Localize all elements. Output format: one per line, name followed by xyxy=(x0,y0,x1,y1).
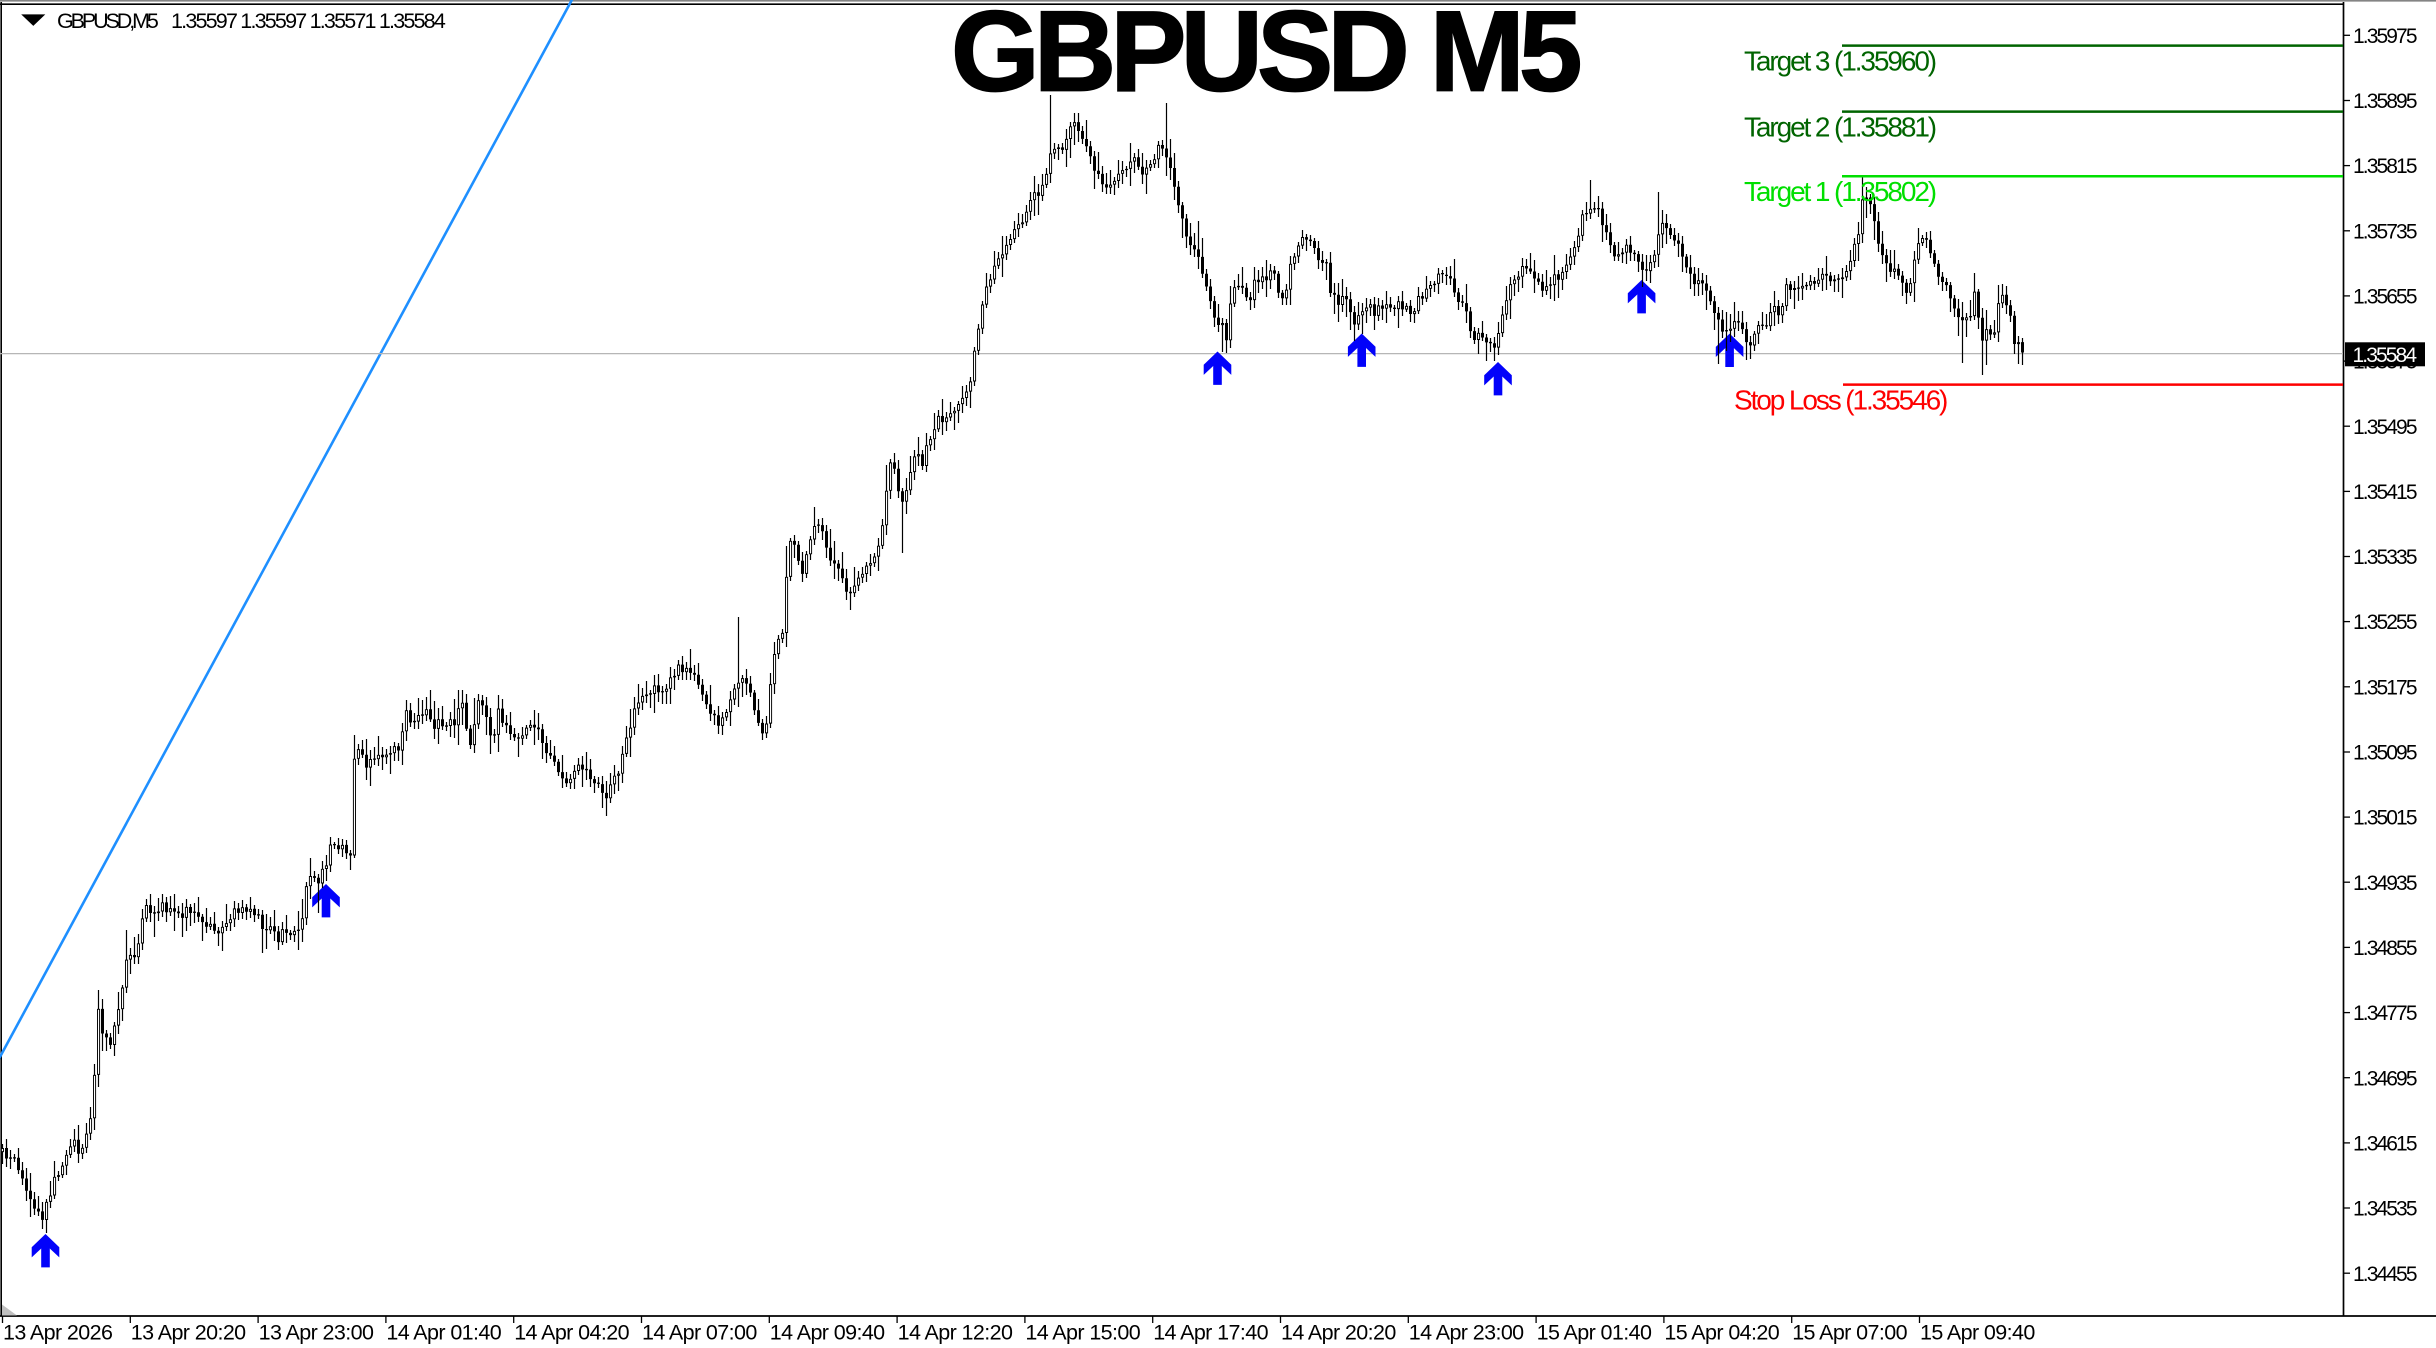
svg-text:1.35335: 1.35335 xyxy=(2353,546,2417,569)
svg-text:13 Apr 20:20: 13 Apr 20:20 xyxy=(131,1321,246,1345)
svg-text:14 Apr 17:40: 14 Apr 17:40 xyxy=(1153,1321,1268,1345)
svg-text:14 Apr 15:00: 14 Apr 15:00 xyxy=(1025,1321,1140,1345)
svg-text:1.34535: 1.34535 xyxy=(2353,1198,2417,1221)
svg-text:14 Apr 04:20: 14 Apr 04:20 xyxy=(514,1321,629,1345)
svg-text:1.34695: 1.34695 xyxy=(2353,1067,2417,1090)
svg-text:15 Apr 01:40: 15 Apr 01:40 xyxy=(1537,1321,1652,1345)
svg-text:1.34855: 1.34855 xyxy=(2353,937,2417,960)
svg-text:1.34615: 1.34615 xyxy=(2353,1133,2417,1156)
svg-text:1.35095: 1.35095 xyxy=(2353,742,2417,765)
svg-text:GBPUSD,M5: GBPUSD,M5 xyxy=(57,9,159,33)
svg-text:14 Apr 07:00: 14 Apr 07:00 xyxy=(642,1321,757,1345)
svg-text:1.35175: 1.35175 xyxy=(2353,676,2417,699)
svg-text:1.35584: 1.35584 xyxy=(2353,344,2418,367)
svg-text:1.35655: 1.35655 xyxy=(2353,286,2417,309)
svg-text:14 Apr 20:20: 14 Apr 20:20 xyxy=(1281,1321,1396,1345)
svg-text:1.34935: 1.34935 xyxy=(2353,872,2417,895)
svg-text:1.35895: 1.35895 xyxy=(2353,90,2417,113)
svg-text:1.35015: 1.35015 xyxy=(2353,807,2417,830)
svg-text:Target 3 (1.35960): Target 3 (1.35960) xyxy=(1744,45,1936,76)
svg-text:1.35815: 1.35815 xyxy=(2353,155,2417,178)
svg-text:1.35255: 1.35255 xyxy=(2353,611,2417,634)
svg-text:1.35975: 1.35975 xyxy=(2353,25,2417,48)
svg-text:14 Apr 12:20: 14 Apr 12:20 xyxy=(898,1321,1013,1345)
svg-text:15 Apr 09:40: 15 Apr 09:40 xyxy=(1920,1321,2035,1345)
svg-text:14 Apr 09:40: 14 Apr 09:40 xyxy=(770,1321,885,1345)
svg-text:1.35597 1.35597 1.35571 1.3558: 1.35597 1.35597 1.35571 1.35584 xyxy=(171,9,446,33)
svg-text:GBPUSD M5: GBPUSD M5 xyxy=(951,0,1580,116)
svg-text:1.35415: 1.35415 xyxy=(2353,481,2417,504)
svg-text:13 Apr 2026: 13 Apr 2026 xyxy=(3,1321,113,1345)
svg-text:Stop Loss (1.35546): Stop Loss (1.35546) xyxy=(1734,384,1947,415)
svg-text:14 Apr 01:40: 14 Apr 01:40 xyxy=(386,1321,501,1345)
svg-text:1.34455: 1.34455 xyxy=(2353,1263,2417,1286)
svg-text:Target 2 (1.35881): Target 2 (1.35881) xyxy=(1744,111,1936,142)
svg-text:1.35495: 1.35495 xyxy=(2353,416,2417,439)
svg-text:Target 1 (1.35802): Target 1 (1.35802) xyxy=(1744,176,1936,207)
svg-text:1.34775: 1.34775 xyxy=(2353,1002,2417,1025)
svg-text:13 Apr 23:00: 13 Apr 23:00 xyxy=(259,1321,374,1345)
svg-text:14 Apr 23:00: 14 Apr 23:00 xyxy=(1409,1321,1524,1345)
svg-text:1.35735: 1.35735 xyxy=(2353,220,2417,243)
svg-text:15 Apr 07:00: 15 Apr 07:00 xyxy=(1792,1321,1907,1345)
svg-text:15 Apr 04:20: 15 Apr 04:20 xyxy=(1664,1321,1779,1345)
